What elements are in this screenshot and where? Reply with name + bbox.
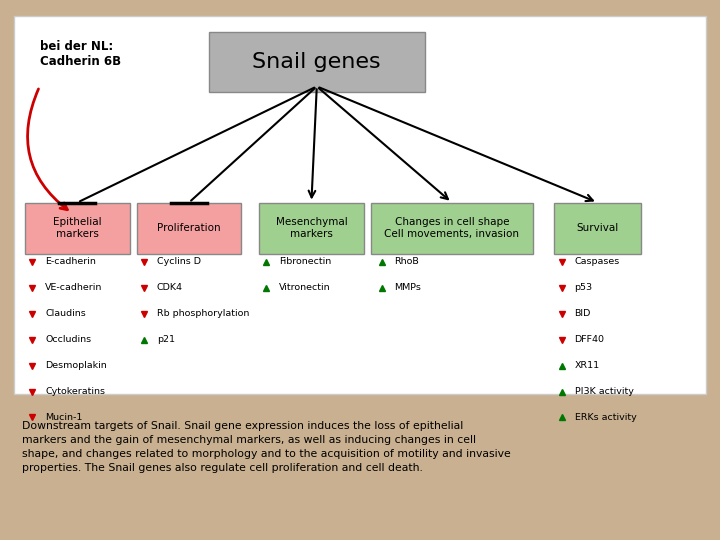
Text: Rb phosphorylation: Rb phosphorylation: [157, 309, 249, 318]
Text: RhoB: RhoB: [395, 258, 419, 266]
Text: bei der NL:
Cadherin 6B: bei der NL: Cadherin 6B: [40, 40, 121, 68]
Text: Fibronectin: Fibronectin: [279, 258, 332, 266]
Text: p53: p53: [575, 284, 593, 292]
Text: Caspases: Caspases: [575, 258, 620, 266]
FancyArrowPatch shape: [27, 89, 68, 210]
Text: Occludins: Occludins: [45, 335, 91, 344]
Text: Desmoplakin: Desmoplakin: [45, 361, 107, 370]
Text: MMPs: MMPs: [395, 284, 421, 292]
FancyBboxPatch shape: [371, 202, 533, 254]
Text: VE-cadherin: VE-cadherin: [45, 284, 103, 292]
Text: Snail genes: Snail genes: [253, 52, 381, 72]
Text: Downstream targets of Snail. Snail gene expression induces the loss of epithelia: Downstream targets of Snail. Snail gene …: [22, 421, 510, 473]
Text: XR11: XR11: [575, 361, 600, 370]
Text: Changes in cell shape
Cell movements, invasion: Changes in cell shape Cell movements, in…: [384, 217, 519, 239]
Text: Cyclins D: Cyclins D: [157, 258, 201, 266]
Text: p21: p21: [157, 335, 175, 344]
Text: DFF40: DFF40: [575, 335, 605, 344]
FancyBboxPatch shape: [14, 16, 706, 394]
FancyBboxPatch shape: [209, 32, 425, 92]
FancyBboxPatch shape: [137, 202, 241, 254]
Text: ERKs activity: ERKs activity: [575, 413, 636, 422]
Text: E-cadherin: E-cadherin: [45, 258, 96, 266]
Text: Survival: Survival: [577, 223, 618, 233]
Text: BID: BID: [575, 309, 591, 318]
Text: Epithelial
markers: Epithelial markers: [53, 217, 102, 239]
Text: PI3K activity: PI3K activity: [575, 387, 634, 396]
Text: Vitronectin: Vitronectin: [279, 284, 331, 292]
Text: Cytokeratins: Cytokeratins: [45, 387, 105, 396]
Text: Mesenchymal
markers: Mesenchymal markers: [276, 217, 347, 239]
FancyBboxPatch shape: [259, 202, 364, 254]
Text: Claudins: Claudins: [45, 309, 86, 318]
Text: Proliferation: Proliferation: [157, 223, 221, 233]
Text: Mucin-1: Mucin-1: [45, 413, 83, 422]
FancyBboxPatch shape: [25, 202, 130, 254]
FancyBboxPatch shape: [554, 202, 641, 254]
Text: CDK4: CDK4: [157, 284, 183, 292]
